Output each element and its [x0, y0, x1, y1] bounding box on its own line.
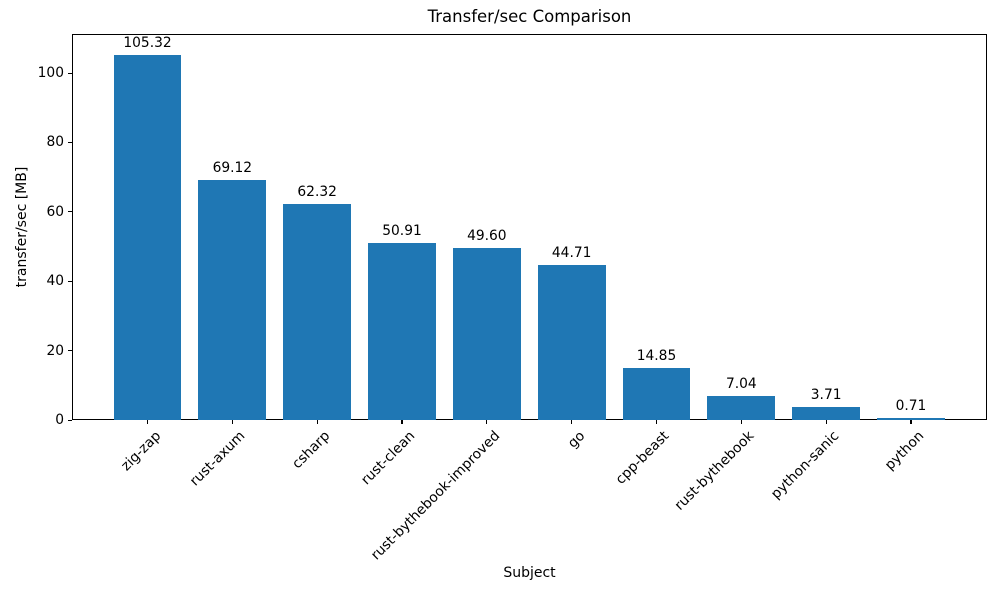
bar	[452, 247, 521, 420]
y-axis-tick	[68, 211, 72, 213]
y-tick-label: 100	[37, 65, 64, 81]
bar-value-label: 44.71	[551, 244, 592, 261]
bar-value-label: 69.12	[212, 160, 253, 177]
bar	[877, 417, 945, 420]
x-axis-tick	[655, 420, 658, 424]
y-axis-tick	[68, 350, 72, 352]
bar	[707, 395, 776, 420]
bar-value-label: 49.60	[467, 227, 507, 244]
bar-value-label: 7.04	[725, 375, 757, 392]
bar	[622, 368, 691, 420]
bar-value-label: 50.91	[382, 223, 422, 240]
x-axis-tick	[740, 420, 742, 424]
y-tick-label: 20	[46, 342, 64, 359]
x-axis-tick	[401, 420, 403, 424]
x-axis-tick	[146, 420, 149, 424]
y-tick-label: 80	[46, 134, 64, 151]
bar	[113, 54, 182, 420]
y-axis-tick	[68, 419, 72, 421]
x-axis-tick	[231, 420, 233, 424]
y-tick-label: 60	[46, 203, 64, 220]
y-tick-label: 40	[46, 273, 64, 290]
x-axis-label: Subject	[503, 565, 556, 581]
bar	[198, 180, 267, 420]
bar-value-label: 0.71	[895, 397, 927, 414]
y-axis-tick	[68, 280, 72, 282]
x-axis-tick	[571, 420, 573, 424]
x-axis-tick	[910, 420, 912, 424]
bar-value-label: 14.85	[636, 348, 677, 365]
bar	[283, 203, 352, 420]
bar-value-label: 62.32	[297, 183, 337, 200]
y-axis-tick	[68, 141, 72, 144]
bar	[792, 407, 861, 420]
bar	[537, 264, 606, 420]
x-axis-tick	[316, 420, 318, 424]
y-axis-tick	[68, 72, 72, 74]
chart-title: Transfer/sec Comparison	[427, 7, 632, 26]
x-axis-tick	[486, 420, 488, 424]
bar-value-label: 3.71	[810, 387, 842, 404]
bar-value-label: 105.32	[123, 34, 172, 51]
x-axis-tick	[825, 420, 827, 424]
bar	[368, 243, 436, 420]
y-axis-label: transfer/sec [MB]	[14, 166, 30, 288]
y-tick-label: 0	[55, 412, 64, 428]
